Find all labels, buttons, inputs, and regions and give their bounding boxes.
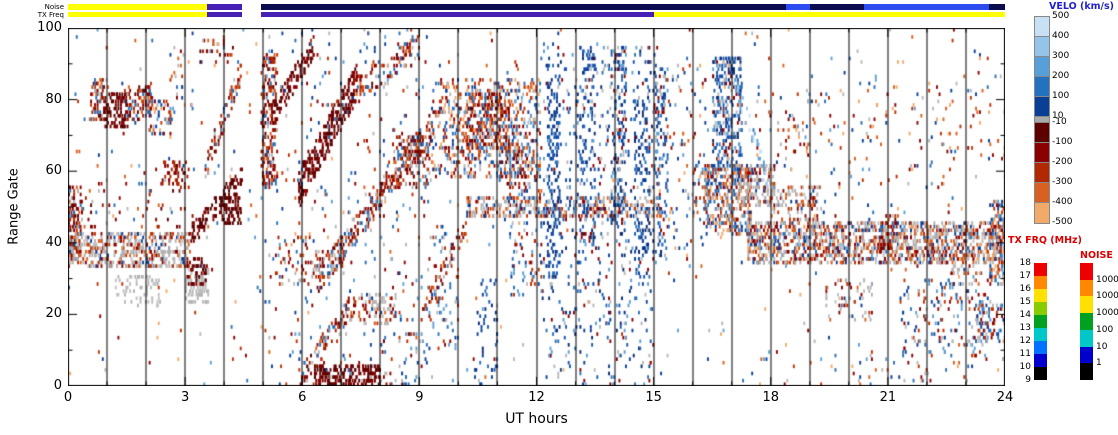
x-tick-label: 24: [996, 390, 1014, 405]
noise-colorbar-label: 10000: [1096, 291, 1118, 302]
txfreq-colorbar-label: 13: [1019, 323, 1031, 333]
txfreq-colorbar-label: 14: [1019, 310, 1031, 320]
txfreq-colorbar-segment: [1034, 263, 1047, 276]
strip-segment: [809, 4, 865, 10]
txfreq-colorbar-label: 9: [1025, 375, 1031, 385]
velocity-colorbar-segment: [1034, 16, 1050, 38]
velocity-colorbar-label: 300: [1052, 51, 1070, 61]
x-tick-label: 3: [180, 390, 190, 405]
noise-colorbar-segment: [1080, 279, 1093, 297]
velocity-colorbar-label: 500: [1052, 11, 1070, 21]
noise-colorbar-label: 1000: [1096, 308, 1118, 319]
txfreq-colorbar-label: 16: [1019, 284, 1031, 294]
txfreq-colorbar-segment: [1034, 289, 1047, 302]
noise-colorbar-label: 1: [1096, 358, 1102, 369]
velocity-colorbar-segment: [1034, 142, 1050, 164]
velocity-colorbar-title: VELO (km/s): [1049, 1, 1114, 12]
velocity-colorbar-segment: [1034, 202, 1050, 224]
noise-colorbar-segment: [1080, 313, 1093, 330]
txfreq-colorbar-label: 17: [1019, 271, 1031, 281]
noise-colorbar-segment: [1080, 346, 1093, 364]
txfreq-colorbar-label: 15: [1019, 297, 1031, 307]
txfreq-colorbar-segment: [1034, 302, 1047, 315]
velocity-colorbar-label: -200: [1052, 157, 1073, 167]
x-tick-label: 6: [298, 390, 307, 405]
noise-colorbar-segment: [1080, 329, 1093, 347]
velocity-colorbar-segment: [1034, 96, 1050, 118]
velocity-colorbar-segment: [1034, 122, 1050, 144]
noise-colorbar-label: 100000: [1096, 274, 1118, 285]
velocity-colorbar-segment: [1034, 36, 1050, 58]
strip-segment: [261, 4, 787, 10]
velocity-colorbar-segment: [1034, 56, 1050, 78]
strip-segment: [206, 12, 242, 17]
txfreq-colorbar-segment: [1034, 276, 1047, 289]
txfreq-colorbar-label: 10: [1019, 362, 1031, 372]
velocity-colorbar-label: 100: [1052, 91, 1070, 101]
txfreq-colorbar-label: 11: [1019, 349, 1031, 359]
txfreq-strip-label: TX Freq: [37, 11, 64, 19]
velocity-colorbar-label: 10: [1052, 111, 1064, 121]
noise-strip-label: Noise: [44, 3, 64, 11]
y-tick-label: 20: [45, 306, 62, 322]
txfreq-colorbar-segment: [1034, 315, 1047, 328]
txfreq-colorbar-segment: [1034, 354, 1047, 367]
velocity-colorbar-label: -10: [1052, 117, 1067, 127]
txfreq-colorbar-label: 18: [1019, 258, 1031, 268]
strip-segment: [864, 4, 990, 10]
velocity-colorbar-label: 200: [1052, 71, 1070, 81]
strip-segment: [68, 4, 207, 10]
velocity-colorbar-segment: [1034, 162, 1050, 184]
y-tick-label: 80: [45, 91, 62, 107]
noise-colorbar-segment: [1080, 363, 1093, 380]
velocity-colorbar-label: -100: [1052, 137, 1073, 147]
noise-colorbar-segment: [1080, 296, 1093, 314]
txfreq-colorbar-segment: [1034, 367, 1047, 380]
x-tick-label: 9: [415, 390, 424, 405]
velocity-colorbar: [1034, 16, 1050, 224]
txfreq-strip: [68, 12, 1005, 17]
velocity-colorbar-segment: [1034, 76, 1050, 98]
txfreq-colorbar-segment: [1034, 341, 1047, 354]
strip-segment: [206, 4, 242, 10]
velocity-colorbar-segment: [1034, 182, 1050, 204]
y-tick-label: 0: [53, 378, 62, 393]
velocity-colorbar-label: -500: [1052, 217, 1073, 227]
velocity-colorbar-label: 400: [1052, 31, 1070, 41]
y-tick-label: 40: [45, 234, 62, 250]
txfreq-colorbar-title: TX FRQ (MHz): [1008, 235, 1082, 246]
y-tick-label: 60: [45, 163, 62, 179]
txfreq-colorbar: [1034, 263, 1047, 380]
velocity-colorbar-label: -300: [1052, 177, 1073, 187]
rti-velocity-plot: [68, 28, 1005, 386]
strip-segment: [786, 4, 810, 10]
x-tick-label: 15: [645, 390, 662, 405]
x-tick-label: 0: [63, 390, 73, 405]
noise-colorbar-title: NOISE: [1080, 250, 1113, 261]
noise-colorbar-label: 10: [1096, 341, 1108, 352]
strip-segment: [261, 12, 654, 17]
y-tick-label: 100: [37, 20, 62, 35]
x-tick-label: 21: [879, 390, 897, 405]
x-axis-label: UT hours: [505, 411, 568, 427]
strip-segment: [989, 4, 1005, 10]
x-tick-label: 18: [762, 390, 780, 405]
noise-colorbar-segment: [1080, 263, 1093, 280]
strip-segment: [68, 12, 207, 17]
strip-segment: [653, 12, 1005, 17]
noise-colorbar-label: 100: [1096, 324, 1114, 335]
noise-strip: [68, 4, 1005, 10]
noise-colorbar: [1080, 263, 1093, 380]
velocity-colorbar-label: -400: [1052, 197, 1073, 207]
txfreq-colorbar-label: 12: [1019, 336, 1031, 346]
x-tick-label: 12: [528, 390, 545, 405]
txfreq-colorbar-segment: [1034, 328, 1047, 341]
